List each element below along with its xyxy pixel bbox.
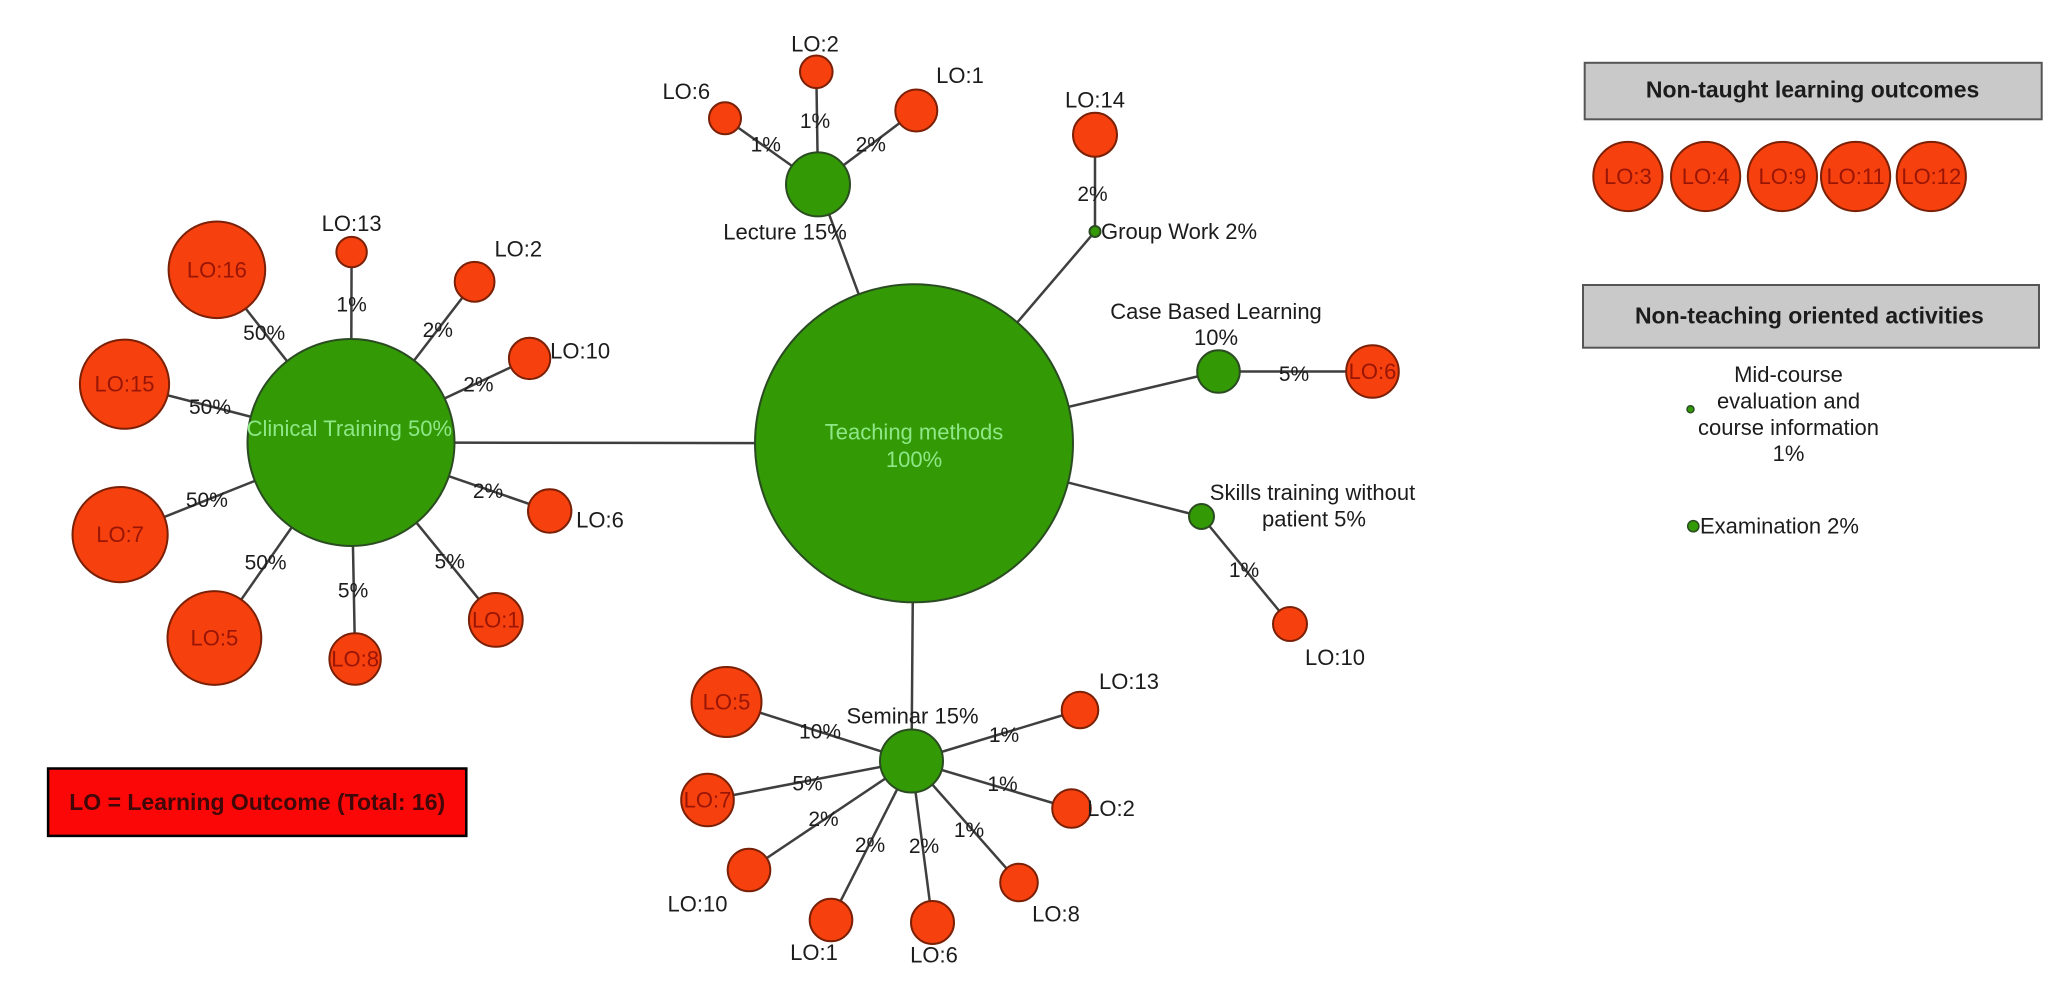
svg-text:LO:6: LO:6 xyxy=(662,79,710,104)
svg-text:1%: 1% xyxy=(1773,441,1805,466)
svg-text:1%: 1% xyxy=(954,819,984,842)
svg-text:5%: 5% xyxy=(1279,363,1309,386)
svg-text:LO:2: LO:2 xyxy=(791,31,839,56)
svg-text:course information: course information xyxy=(1698,415,1879,440)
svg-text:1%: 1% xyxy=(987,773,1017,796)
svg-text:1%: 1% xyxy=(1229,559,1259,582)
svg-text:LO:7: LO:7 xyxy=(684,788,732,813)
svg-text:Non-taught learning outcomes: Non-taught learning outcomes xyxy=(1646,77,1980,103)
svg-text:Group Work 2%: Group Work 2% xyxy=(1101,219,1257,244)
svg-text:LO:13: LO:13 xyxy=(1099,669,1159,694)
svg-text:LO:7: LO:7 xyxy=(96,522,144,547)
svg-text:1%: 1% xyxy=(800,110,830,133)
svg-text:LO:3: LO:3 xyxy=(1604,164,1652,189)
svg-text:LO:6: LO:6 xyxy=(576,508,624,533)
svg-text:Skills training without: Skills training without xyxy=(1210,480,1415,505)
svg-text:100%: 100% xyxy=(886,447,942,472)
svg-text:5%: 5% xyxy=(338,580,368,603)
svg-text:1%: 1% xyxy=(989,724,1019,747)
svg-text:LO:12: LO:12 xyxy=(1901,164,1961,189)
svg-text:LO:1: LO:1 xyxy=(472,607,520,632)
svg-text:2%: 2% xyxy=(473,480,503,503)
svg-text:Seminar 15%: Seminar 15% xyxy=(846,704,978,729)
svg-text:LO:8: LO:8 xyxy=(331,647,379,672)
svg-text:patient 5%: patient 5% xyxy=(1262,507,1366,532)
svg-text:LO:15: LO:15 xyxy=(95,372,155,397)
svg-text:10%: 10% xyxy=(1194,325,1238,350)
svg-text:50%: 50% xyxy=(243,322,285,345)
svg-text:1%: 1% xyxy=(751,134,781,157)
svg-text:5%: 5% xyxy=(435,550,465,573)
svg-text:Mid-course: Mid-course xyxy=(1734,362,1843,387)
svg-text:LO:5: LO:5 xyxy=(191,626,239,651)
svg-text:2%: 2% xyxy=(856,134,886,157)
svg-text:LO:1: LO:1 xyxy=(790,940,838,965)
svg-text:LO:9: LO:9 xyxy=(1759,164,1807,189)
svg-text:LO:6: LO:6 xyxy=(1349,359,1397,384)
svg-text:Non-teaching oriented activiti: Non-teaching oriented activities xyxy=(1635,302,1984,328)
svg-text:LO:10: LO:10 xyxy=(1305,645,1365,670)
svg-text:LO:10: LO:10 xyxy=(550,338,610,363)
svg-text:LO:2: LO:2 xyxy=(1087,796,1135,821)
svg-text:2%: 2% xyxy=(1077,183,1107,206)
svg-text:10%: 10% xyxy=(799,721,841,744)
svg-text:LO:6: LO:6 xyxy=(910,943,958,968)
svg-text:LO:14: LO:14 xyxy=(1065,88,1125,113)
svg-text:LO:2: LO:2 xyxy=(494,237,542,262)
svg-text:50%: 50% xyxy=(189,396,231,419)
svg-text:LO = Learning Outcome (Total:: LO = Learning Outcome (Total: 16) xyxy=(69,789,445,815)
svg-text:Examination 2%: Examination 2% xyxy=(1700,514,1859,539)
svg-text:LO:16: LO:16 xyxy=(187,257,247,282)
svg-text:LO:13: LO:13 xyxy=(322,211,382,236)
svg-text:2%: 2% xyxy=(423,319,453,342)
svg-text:50%: 50% xyxy=(245,552,287,575)
svg-text:LO:8: LO:8 xyxy=(1032,902,1080,927)
svg-text:LO:1: LO:1 xyxy=(936,63,984,88)
svg-text:2%: 2% xyxy=(855,834,885,857)
svg-text:1%: 1% xyxy=(336,294,366,317)
svg-text:5%: 5% xyxy=(792,773,822,796)
svg-text:LO:5: LO:5 xyxy=(703,690,751,715)
svg-text:evaluation and: evaluation and xyxy=(1717,388,1860,413)
svg-text:Clinical Training 50%: Clinical Training 50% xyxy=(247,416,452,441)
svg-text:LO:10: LO:10 xyxy=(668,892,728,917)
svg-text:2%: 2% xyxy=(808,808,838,831)
svg-text:50%: 50% xyxy=(186,489,228,512)
svg-text:LO:4: LO:4 xyxy=(1682,164,1730,189)
svg-text:Case Based Learning: Case Based Learning xyxy=(1110,299,1322,324)
svg-text:Lecture 15%: Lecture 15% xyxy=(723,220,847,245)
svg-text:2%: 2% xyxy=(463,373,493,396)
svg-text:LO:11: LO:11 xyxy=(1826,164,1884,189)
svg-text:2%: 2% xyxy=(909,835,939,858)
svg-text:Teaching methods: Teaching methods xyxy=(825,420,1004,445)
